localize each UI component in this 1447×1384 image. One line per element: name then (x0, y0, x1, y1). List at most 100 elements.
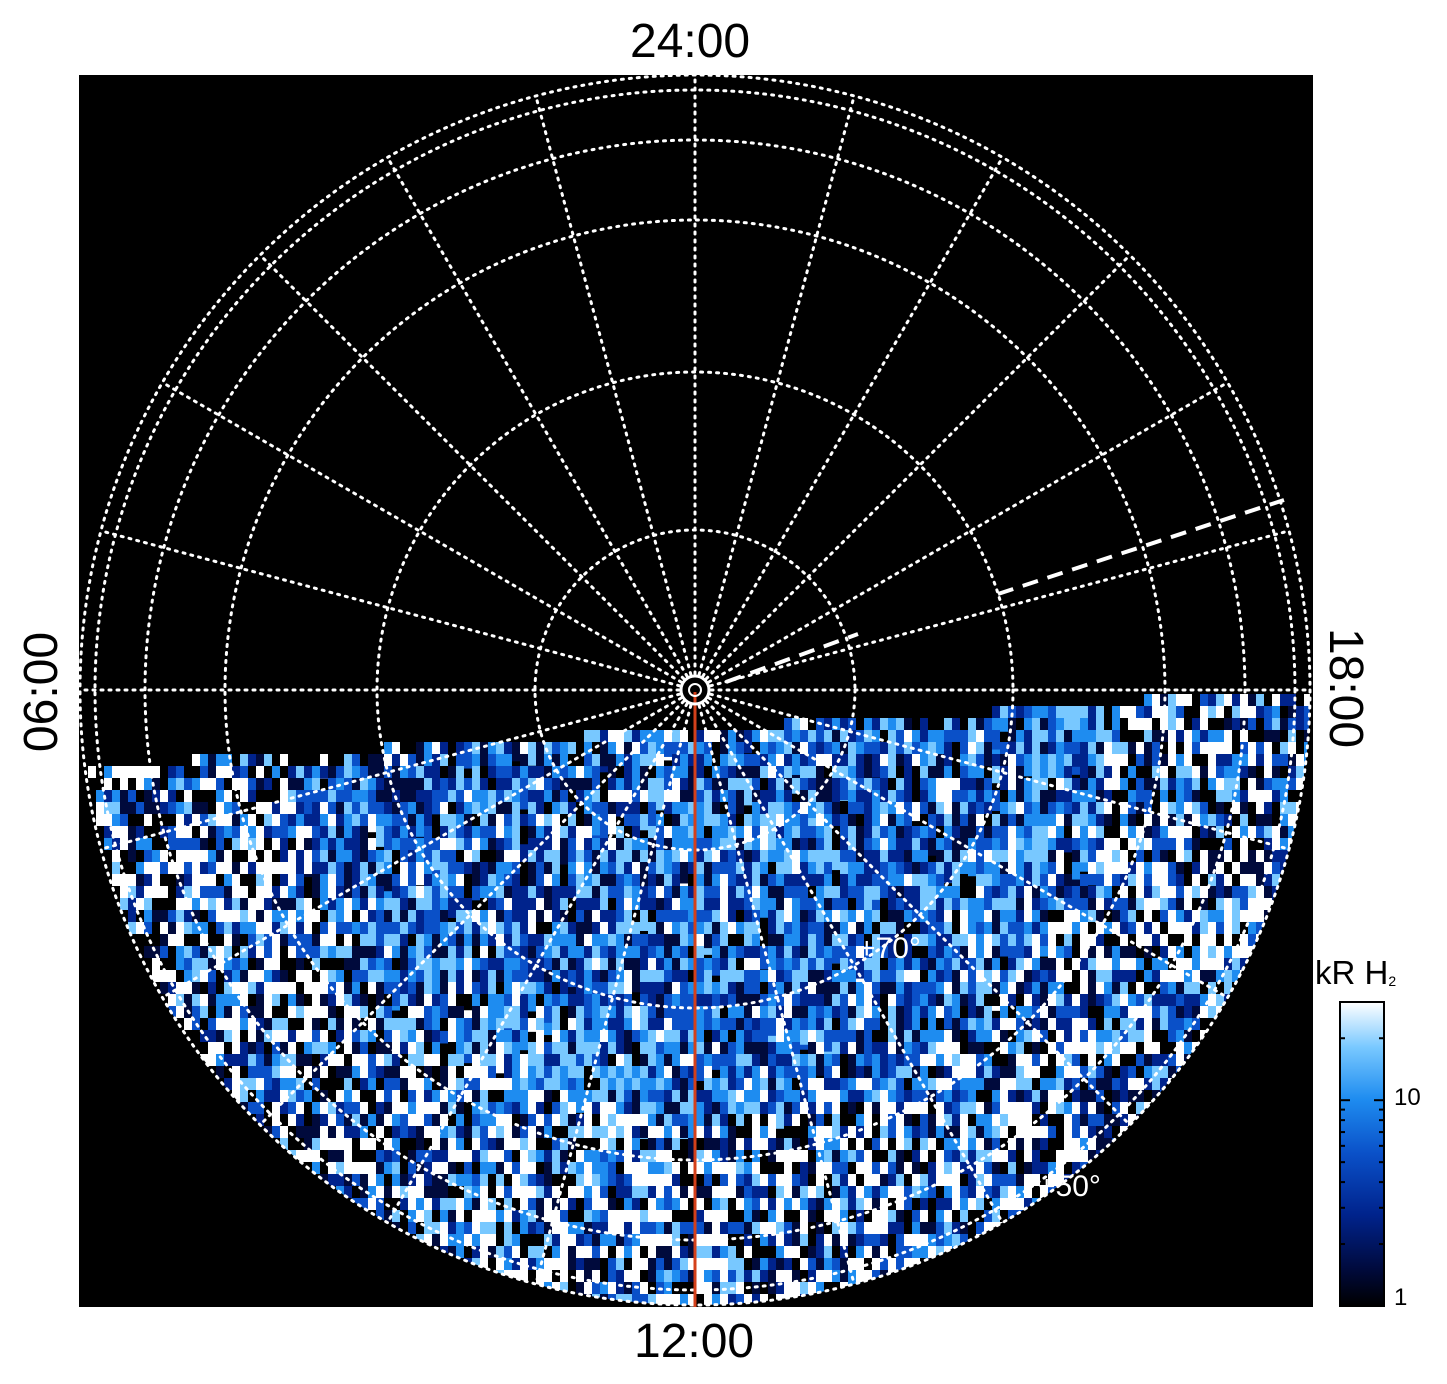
emission-cell (1184, 958, 1192, 970)
emission-cell (256, 814, 264, 826)
emission-cell (440, 754, 448, 778)
emission-cell (1080, 970, 1088, 982)
emission-cell (752, 958, 760, 974)
emission-cell (240, 994, 248, 1006)
emission-cell (1288, 718, 1296, 730)
emission-cell (128, 802, 136, 814)
emission-cell (1200, 694, 1208, 706)
emission-cell (296, 958, 304, 970)
emission-cell (624, 898, 632, 912)
emission-cell (480, 1150, 488, 1162)
emission-cell (216, 1066, 224, 1078)
emission-cell (1288, 766, 1296, 778)
emission-cell (152, 970, 160, 982)
emission-cell (824, 922, 832, 959)
emission-cell (1136, 958, 1144, 970)
emission-cell (416, 886, 424, 899)
emission-cell (536, 1090, 544, 1102)
emission-cell (1184, 694, 1192, 706)
emission-cell (1168, 778, 1176, 790)
emission-cell (288, 982, 296, 994)
emission-cell (496, 1210, 504, 1222)
emission-cell (152, 958, 160, 970)
emission-cell (536, 1174, 544, 1186)
emission-cell (1032, 1174, 1040, 1186)
emission-cell (912, 1222, 920, 1234)
emission-cell (600, 1042, 608, 1055)
emission-cell (960, 1114, 968, 1126)
emission-cell (856, 910, 864, 924)
emission-cell (448, 982, 456, 1002)
emission-cell (160, 874, 168, 886)
emission-cell (160, 910, 168, 922)
emission-cell (352, 982, 360, 994)
emission-cell (760, 874, 768, 891)
emission-cell (752, 1222, 760, 1234)
emission-cell (1136, 1018, 1144, 1030)
emission-cell (592, 1186, 600, 1198)
emission-cell (384, 958, 392, 972)
emission-cell (1208, 694, 1216, 706)
emission-cell (224, 754, 232, 766)
emission-cell (1048, 982, 1056, 994)
emission-cell (1088, 730, 1096, 743)
emission-cell (1256, 862, 1264, 874)
emission-cell (320, 946, 328, 958)
emission-cell (480, 802, 488, 819)
emission-cell (1104, 898, 1112, 910)
emission-cell (640, 814, 648, 831)
emission-cell (1280, 742, 1288, 754)
emission-cell (784, 1162, 792, 1174)
emission-cell (360, 1150, 368, 1162)
emission-cell (1048, 1006, 1056, 1018)
emission-cell (480, 838, 488, 857)
emission-cell (1216, 778, 1224, 790)
emission-cell (424, 1114, 432, 1126)
emission-cell (472, 1090, 480, 1102)
emission-cell (256, 934, 264, 946)
emission-cell (312, 958, 320, 970)
emission-cell (936, 1186, 944, 1198)
emission-cell (848, 874, 856, 890)
emission-cell (272, 1126, 280, 1138)
emission-cell (680, 958, 688, 971)
emission-cell (208, 886, 216, 898)
emission-cell (560, 850, 568, 865)
emission-cell (784, 1006, 792, 1026)
emission-cell (1000, 826, 1008, 861)
emission-cell (600, 886, 608, 921)
emission-cell (936, 1066, 944, 1078)
emission-cell (752, 1150, 760, 1162)
emission-cell (1056, 862, 1064, 876)
emission-cell (472, 1210, 480, 1222)
emission-cell (368, 874, 376, 887)
emission-cell (712, 1138, 720, 1150)
emission-cell (848, 1198, 856, 1210)
emission-cell (520, 1054, 528, 1078)
emission-cell (648, 1174, 656, 1186)
emission-cell (1240, 898, 1248, 910)
emission-cell (312, 1126, 320, 1138)
emission-cell (592, 1174, 600, 1186)
emission-cell (336, 1018, 344, 1030)
emission-cell (808, 1102, 816, 1114)
emission-cell (184, 766, 192, 778)
emission-cell (824, 1210, 832, 1222)
emission-cell (464, 1042, 472, 1054)
emission-cell (888, 958, 896, 999)
emission-cell (648, 814, 656, 834)
emission-cell (752, 1270, 760, 1282)
emission-cell (592, 994, 600, 1015)
emission-cell (216, 862, 224, 874)
emission-cell (1096, 1078, 1104, 1090)
emission-cell (1280, 718, 1288, 730)
emission-cell (280, 766, 288, 778)
emission-cell (280, 898, 288, 910)
emission-cell (752, 1174, 760, 1186)
emission-cell (360, 1042, 368, 1054)
emission-cell (584, 1246, 592, 1258)
emission-cell (456, 742, 464, 762)
emission-cell (872, 934, 880, 960)
emission-cell (448, 898, 456, 918)
emission-cell (272, 958, 280, 970)
